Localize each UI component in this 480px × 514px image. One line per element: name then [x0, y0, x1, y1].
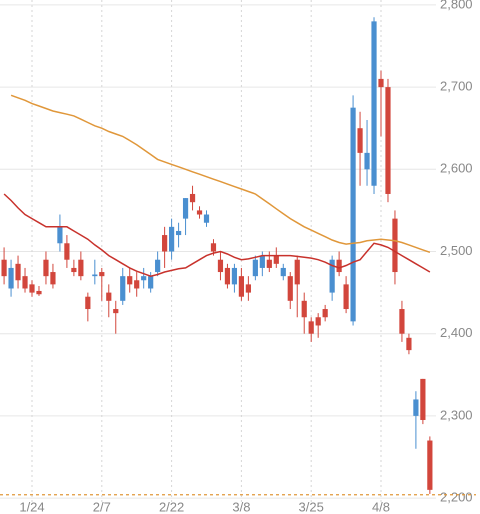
candle-body — [189, 193, 196, 203]
candle-body — [92, 274, 98, 277]
candle-body — [155, 259, 161, 273]
candle-body — [252, 259, 258, 277]
candle-body — [182, 198, 189, 219]
x-tick-label: 3/8 — [232, 499, 250, 514]
candle-body — [99, 272, 105, 277]
candle-body — [127, 276, 133, 285]
candle-body — [175, 230, 182, 236]
candle-body — [420, 378, 426, 420]
candle-body — [413, 399, 419, 416]
candle-body — [399, 309, 405, 334]
candle-body — [78, 259, 84, 277]
candle-body — [162, 235, 168, 252]
candle-body — [210, 243, 217, 252]
candle-body — [29, 284, 35, 293]
candle-body — [134, 280, 140, 289]
candle-body — [427, 440, 433, 490]
candle-body — [280, 267, 286, 277]
y-tick-label: 2,300 — [440, 407, 473, 422]
candle-body — [329, 259, 335, 293]
candle-body — [231, 267, 238, 285]
candle-body — [364, 152, 370, 170]
moving-average-line — [3, 193, 431, 277]
candle-body — [148, 276, 154, 289]
candle-body — [343, 284, 349, 310]
candle-body — [224, 267, 231, 285]
candle-body — [371, 21, 377, 186]
x-tick-label: 2/7 — [93, 499, 111, 514]
candle-body — [294, 259, 300, 285]
candle-body — [57, 226, 63, 244]
x-tick-label: 1/24 — [19, 499, 44, 514]
candle-body — [406, 337, 412, 351]
candle-body — [217, 259, 224, 273]
candle-body — [322, 309, 328, 318]
candle-body — [245, 284, 251, 293]
candle-body — [36, 290, 42, 295]
y-tick-label: 2,500 — [440, 243, 473, 258]
candle-body — [106, 292, 112, 301]
candle-body — [315, 317, 321, 326]
candle-body — [378, 78, 384, 88]
candle-body — [273, 255, 279, 264]
y-tick-label: 2,400 — [440, 325, 473, 340]
candle-body — [266, 259, 272, 268]
candle-body — [113, 309, 119, 314]
candle-body — [169, 226, 175, 252]
candle-body — [287, 276, 293, 301]
x-tick-label: 4/8 — [372, 499, 390, 514]
candle-body — [1, 259, 7, 277]
candle-body — [203, 214, 210, 223]
candle-body — [8, 267, 14, 289]
candle-body — [43, 259, 49, 277]
y-tick-label: 2,800 — [440, 0, 473, 11]
candle-body — [308, 321, 314, 334]
candle-body — [120, 276, 126, 301]
candle-body — [15, 263, 21, 281]
x-tick-label: 3/25 — [299, 499, 324, 514]
candle-body — [85, 296, 91, 310]
y-tick-label: 2,600 — [440, 161, 473, 176]
candle-body — [357, 128, 363, 153]
y-tick-label: 2,200 — [440, 490, 473, 505]
candle-body — [336, 259, 342, 273]
moving-average-line — [10, 94, 431, 254]
candle-body — [64, 243, 70, 260]
candle-body — [22, 276, 28, 289]
candle-body — [385, 87, 391, 194]
candle-body — [71, 267, 77, 273]
candle-body — [50, 272, 56, 285]
y-tick-label: 2,700 — [440, 79, 473, 94]
candle-body — [350, 107, 356, 322]
candle-body — [141, 276, 147, 281]
candle-body — [259, 255, 265, 268]
candle-body — [238, 276, 244, 297]
candle-body — [392, 218, 398, 273]
candle-body — [301, 300, 307, 318]
candle-body — [196, 210, 203, 215]
x-tick-label: 2/22 — [159, 499, 184, 514]
